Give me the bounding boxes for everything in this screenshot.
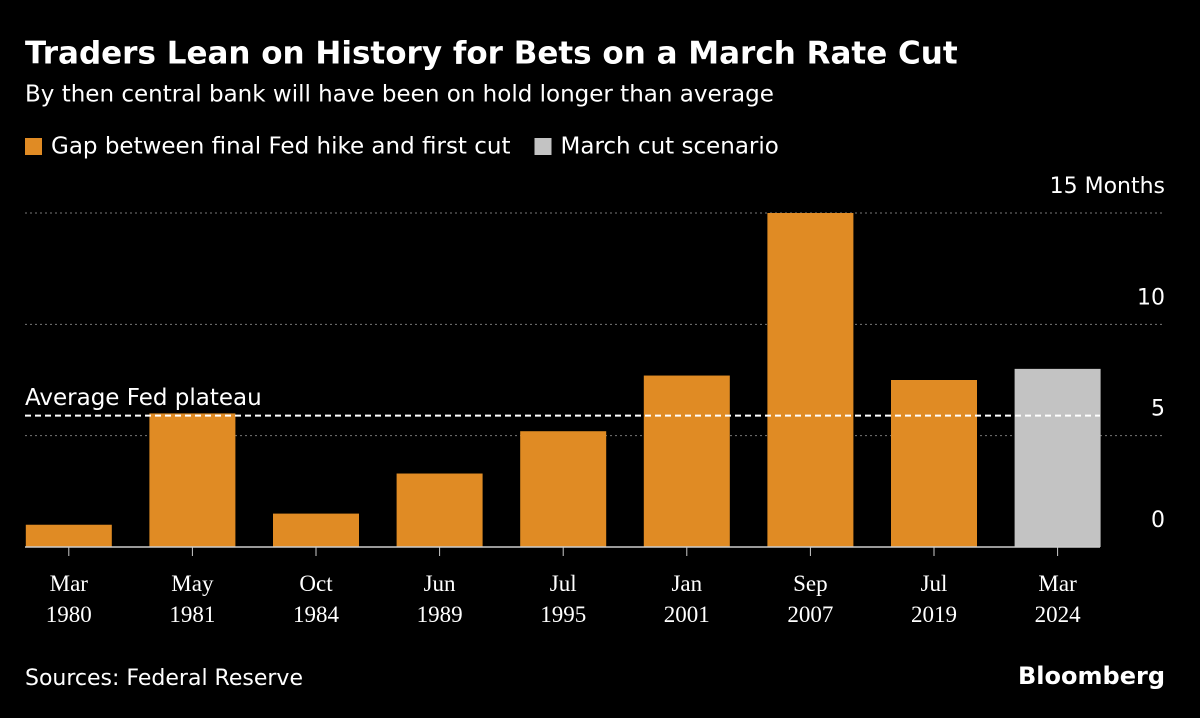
source-note: Sources: Federal Reserve: [25, 666, 303, 691]
bar: [1014, 368, 1101, 547]
x-tick-label: Jul 2019: [911, 571, 957, 627]
bar: [767, 213, 854, 547]
bar: [520, 431, 607, 547]
y-tick-label: 10: [1137, 285, 1165, 310]
x-tick-label: Sep 2007: [787, 571, 834, 627]
chart-title: Traders Lean on History for Bets on a Ma…: [25, 36, 958, 72]
x-tick-label: Jul 1995: [540, 571, 587, 627]
legend-label: Gap between final Fed hike and first cut: [51, 134, 511, 160]
x-tick-label: Jan 2001: [663, 571, 710, 627]
bar: [643, 375, 730, 547]
bar: [25, 524, 112, 547]
legend-swatch: [534, 138, 552, 155]
y-tick-label: 15 Months: [1050, 174, 1165, 199]
chart-subtitle: By then central bank will have been on h…: [25, 82, 774, 108]
y-tick-label: 0: [1151, 508, 1165, 533]
x-tick-label: May 1981: [169, 571, 216, 627]
brand-logo: Bloomberg: [1018, 662, 1165, 690]
x-tick-label: Mar 2024: [1034, 571, 1081, 627]
x-tick-label: Oct 1984: [293, 571, 339, 627]
bar: [396, 473, 483, 547]
legend-swatch: [25, 138, 42, 155]
annotation-label: Average Fed plateau: [25, 385, 262, 411]
bar: [891, 380, 977, 547]
x-tick-label: Jun 1989: [416, 571, 463, 627]
bar: [273, 513, 359, 547]
x-tick-label: Mar 1980: [45, 571, 92, 627]
y-tick-label: 5: [1151, 397, 1165, 422]
bar: [149, 413, 236, 547]
legend-label: March cut scenario: [561, 134, 779, 160]
